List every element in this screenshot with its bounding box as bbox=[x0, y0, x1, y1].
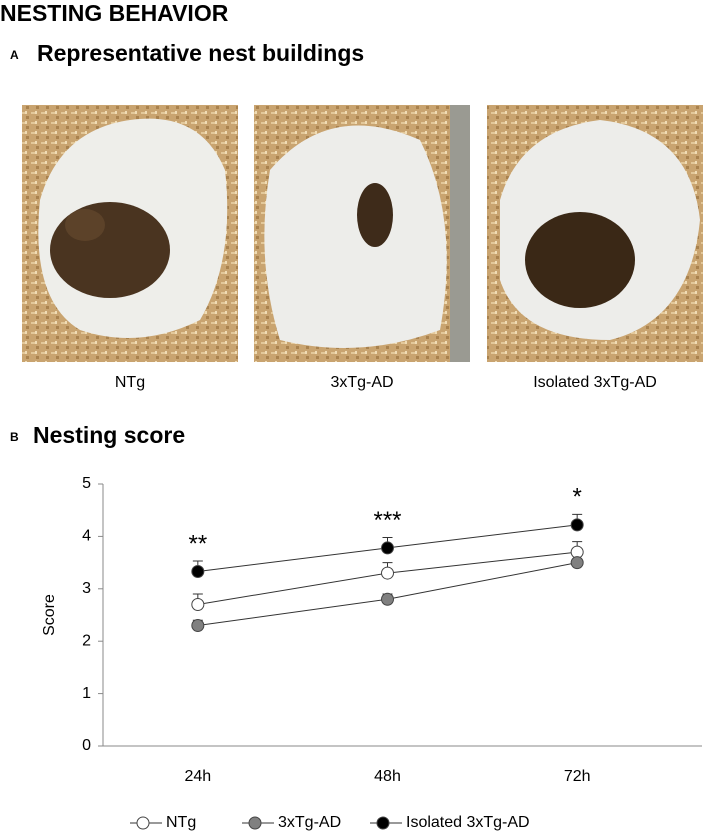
legend-label: NTg bbox=[166, 814, 196, 831]
marker bbox=[570, 556, 584, 570]
photo-caption: 3xTg-AD bbox=[330, 374, 393, 391]
x-tick-label: 24h bbox=[184, 768, 211, 785]
marker bbox=[570, 518, 584, 532]
panel-label: B bbox=[10, 430, 19, 444]
panel-title: Nesting score bbox=[33, 422, 185, 448]
significance-label: *** bbox=[373, 507, 401, 534]
y-tick-label: 4 bbox=[82, 528, 91, 545]
significance-label: * bbox=[572, 484, 581, 511]
marker bbox=[191, 618, 205, 632]
y-tick-label: 1 bbox=[82, 685, 91, 702]
legend-marker bbox=[136, 816, 150, 830]
photo-caption: NTg bbox=[115, 374, 145, 391]
y-tick-label: 3 bbox=[82, 580, 91, 597]
x-tick-label: 48h bbox=[374, 768, 401, 785]
significance-label: ** bbox=[188, 530, 207, 557]
x-tick-label: 72h bbox=[564, 768, 591, 785]
y-tick-label: 5 bbox=[82, 475, 91, 492]
y-axis-label: Score bbox=[41, 594, 58, 636]
panel-title: Representative nest buildings bbox=[37, 40, 364, 66]
photo bbox=[22, 105, 238, 362]
marker bbox=[381, 541, 394, 555]
panel-label: A bbox=[10, 48, 19, 62]
legend-label: 3xTg-AD bbox=[278, 814, 341, 831]
marker bbox=[381, 592, 394, 606]
y-tick-label: 2 bbox=[82, 632, 91, 649]
photo bbox=[254, 105, 470, 362]
y-tick-label: 0 bbox=[82, 737, 91, 754]
marker bbox=[381, 566, 394, 580]
photo-caption: Isolated 3xTg-AD bbox=[533, 374, 657, 391]
legend-label: Isolated 3xTg-AD bbox=[406, 814, 530, 831]
marker bbox=[191, 565, 205, 579]
legend-marker bbox=[376, 816, 390, 830]
marker bbox=[191, 598, 205, 612]
legend-marker bbox=[248, 816, 262, 830]
figure-title: NESTING BEHAVIOR bbox=[0, 0, 229, 26]
photo bbox=[487, 105, 703, 362]
